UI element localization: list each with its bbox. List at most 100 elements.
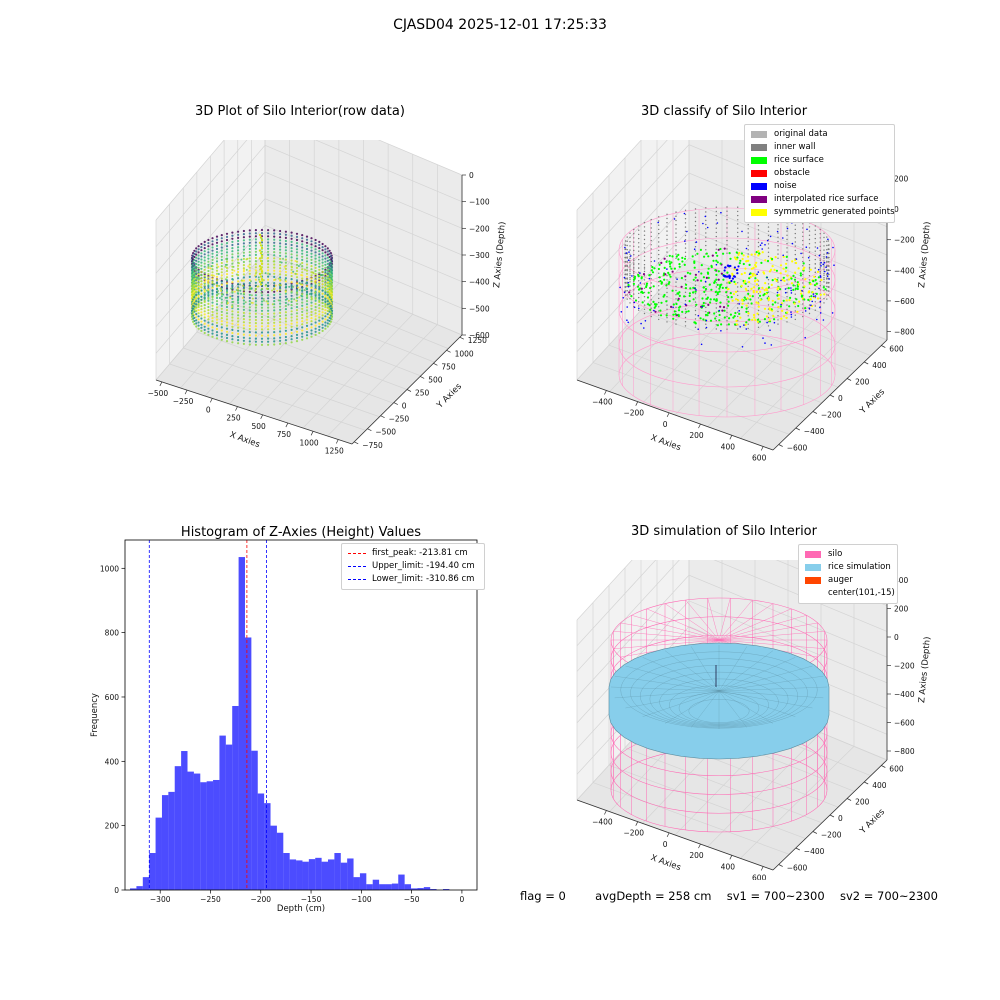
inner-wall-point	[633, 272, 635, 274]
rice-point	[672, 313, 675, 316]
raw-point	[284, 258, 287, 261]
raw-point	[254, 256, 257, 260]
raw-point	[203, 331, 206, 335]
rice-point	[734, 282, 737, 286]
status-footer: flag = 0 avgDepth = 258 cm sv1 = 700~230…	[520, 889, 938, 903]
rice-point	[754, 277, 757, 280]
raw-point	[260, 328, 264, 331]
raw-point	[260, 270, 264, 273]
raw-point	[324, 260, 327, 263]
rice-point	[749, 298, 752, 301]
raw-point	[279, 254, 282, 257]
raw-point	[278, 283, 281, 286]
raw-point	[290, 237, 293, 240]
noise-point	[826, 272, 829, 274]
raw-point	[305, 251, 309, 254]
raw-point	[298, 296, 301, 299]
inner-wall-point	[626, 290, 628, 292]
raw-point	[220, 310, 223, 313]
raw-3d-plot[interactable]: −500−250025050075010001250−750−500−25002…	[140, 140, 520, 470]
raw-point	[273, 312, 276, 315]
legend-entry: silo	[805, 548, 891, 561]
raw-point	[220, 237, 223, 240]
raw-point	[320, 274, 323, 276]
y-tick-mark	[812, 831, 818, 834]
raw-point	[305, 306, 309, 309]
raw-point	[290, 335, 293, 338]
raw-point	[215, 251, 219, 254]
raw-point	[290, 240, 293, 243]
inner-wall-point	[684, 239, 687, 241]
raw-point	[255, 304, 258, 307]
raw-point	[203, 288, 206, 291]
rice-point	[642, 273, 646, 276]
raw-point	[279, 278, 282, 281]
inner-wall-point	[629, 272, 631, 275]
raw-point	[232, 265, 235, 268]
noise-point	[825, 266, 827, 268]
inner-wall-point	[823, 266, 825, 268]
inner-wall-point	[767, 312, 770, 314]
simulation-3d-plot[interactable]: −400−2000200400600−600−400−2000200400600…	[555, 560, 935, 880]
raw-point	[203, 284, 206, 287]
inner-wall-point	[747, 315, 749, 317]
legend-entry: rice simulation	[805, 561, 891, 574]
inner-wall-point	[786, 283, 788, 285]
histogram-bar	[315, 857, 322, 890]
raw-point	[231, 237, 234, 240]
noise-point	[716, 222, 719, 224]
histogram-bar	[155, 817, 162, 890]
y-tick-label: 0	[114, 886, 119, 895]
inner-wall-point	[814, 254, 816, 257]
rice-point	[708, 283, 711, 286]
legend-label: auger	[828, 575, 853, 585]
raw-point	[279, 333, 282, 336]
inner-wall-point	[802, 315, 804, 318]
inner-wall-point	[638, 250, 640, 252]
inner-wall-point	[808, 243, 811, 245]
inner-wall-point	[786, 247, 788, 249]
classify-3d-plot[interactable]: −400−2000200400600−600−400−2000200400600…	[555, 140, 935, 470]
inner-wall-point	[658, 310, 660, 312]
inner-wall-point	[624, 269, 627, 272]
inner-wall-point	[705, 249, 707, 251]
raw-point	[195, 306, 198, 309]
rice-point	[813, 275, 816, 278]
rice-point	[735, 258, 738, 261]
rice-point	[664, 273, 667, 276]
inner-wall-point	[624, 257, 627, 259]
raw-point	[321, 258, 324, 261]
inner-wall-point	[624, 248, 627, 251]
inner-wall-point	[786, 279, 788, 281]
rice-point	[681, 310, 684, 313]
rice-point	[683, 257, 687, 260]
raw-point	[327, 281, 330, 284]
inner-wall-point	[715, 227, 717, 229]
inner-wall-point	[826, 282, 828, 284]
raw-point	[211, 237, 214, 240]
raw-point	[207, 260, 210, 263]
rice-point	[692, 298, 695, 301]
raw-point	[197, 304, 200, 307]
inner-wall-point	[650, 299, 652, 301]
raw-point	[274, 278, 277, 281]
rice-point	[733, 323, 737, 326]
silo-roof-line	[613, 631, 720, 641]
rice-mesh-line	[718, 690, 824, 699]
inner-wall-point	[819, 280, 821, 283]
rice-point	[723, 316, 726, 319]
rice-point	[753, 286, 756, 289]
noise-point	[759, 244, 762, 246]
inner-wall-point	[658, 285, 660, 287]
raw-point	[285, 285, 288, 288]
raw-point	[197, 312, 200, 315]
inner-wall-point	[666, 317, 668, 319]
raw-point	[290, 234, 293, 237]
inner-wall-point	[715, 315, 717, 318]
inner-wall-point	[643, 270, 646, 273]
raw-point	[324, 291, 327, 294]
inner-wall-point	[747, 240, 749, 243]
raw-point	[203, 316, 206, 319]
raw-point	[211, 320, 214, 323]
raw-point	[259, 236, 263, 239]
